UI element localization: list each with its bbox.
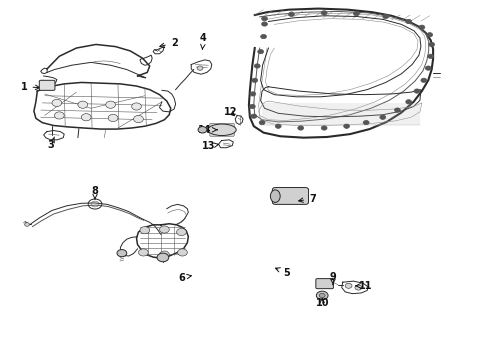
Circle shape: [159, 251, 169, 258]
Text: 4: 4: [200, 33, 207, 49]
Circle shape: [298, 126, 304, 130]
Circle shape: [81, 114, 91, 121]
Circle shape: [363, 121, 369, 125]
Text: 12: 12: [223, 107, 237, 117]
Circle shape: [251, 114, 257, 118]
Circle shape: [414, 89, 420, 93]
Text: 3: 3: [48, 137, 54, 150]
FancyBboxPatch shape: [210, 123, 234, 136]
Circle shape: [261, 35, 267, 39]
Circle shape: [117, 249, 127, 257]
Circle shape: [258, 49, 264, 54]
Circle shape: [321, 11, 327, 15]
Circle shape: [157, 253, 169, 262]
Circle shape: [427, 33, 433, 37]
Circle shape: [429, 42, 435, 46]
Circle shape: [262, 22, 268, 26]
Text: 1: 1: [21, 82, 40, 92]
Circle shape: [428, 54, 434, 58]
Circle shape: [250, 92, 256, 96]
Circle shape: [132, 103, 142, 110]
Circle shape: [106, 101, 116, 108]
Ellipse shape: [270, 190, 280, 202]
Text: 9: 9: [330, 272, 336, 285]
Circle shape: [24, 223, 29, 226]
FancyBboxPatch shape: [316, 279, 333, 289]
Text: 8: 8: [92, 186, 98, 199]
Circle shape: [249, 104, 255, 109]
Circle shape: [421, 78, 427, 82]
FancyBboxPatch shape: [272, 188, 309, 204]
Circle shape: [353, 12, 359, 16]
Circle shape: [252, 78, 258, 82]
Circle shape: [355, 285, 362, 290]
FancyBboxPatch shape: [39, 80, 55, 90]
Circle shape: [321, 126, 327, 130]
Circle shape: [275, 124, 281, 129]
Circle shape: [54, 112, 64, 119]
Circle shape: [289, 12, 294, 17]
Circle shape: [78, 101, 88, 108]
Text: 2: 2: [160, 38, 177, 48]
Circle shape: [177, 249, 187, 256]
Text: 5: 5: [275, 267, 290, 278]
Circle shape: [406, 100, 412, 104]
Circle shape: [383, 14, 389, 19]
Text: 11: 11: [356, 281, 373, 291]
Circle shape: [198, 127, 207, 133]
Circle shape: [254, 64, 260, 68]
Text: 7: 7: [298, 194, 316, 204]
Text: 14: 14: [198, 125, 217, 135]
Circle shape: [319, 293, 325, 298]
Text: 6: 6: [178, 273, 192, 283]
Circle shape: [419, 25, 425, 30]
Circle shape: [140, 226, 150, 234]
Circle shape: [345, 283, 352, 288]
Circle shape: [380, 115, 386, 120]
Circle shape: [52, 99, 62, 107]
Circle shape: [394, 108, 400, 112]
Text: 10: 10: [316, 298, 329, 308]
Ellipse shape: [208, 124, 236, 135]
Circle shape: [425, 66, 431, 70]
Circle shape: [259, 121, 265, 125]
Circle shape: [197, 66, 203, 70]
Circle shape: [176, 228, 186, 235]
Circle shape: [108, 114, 118, 122]
Circle shape: [262, 17, 268, 21]
Circle shape: [134, 116, 144, 123]
Circle shape: [159, 226, 169, 233]
Circle shape: [317, 291, 328, 300]
Circle shape: [343, 124, 349, 129]
Circle shape: [406, 19, 412, 24]
Circle shape: [139, 249, 148, 256]
Text: 13: 13: [201, 141, 219, 151]
